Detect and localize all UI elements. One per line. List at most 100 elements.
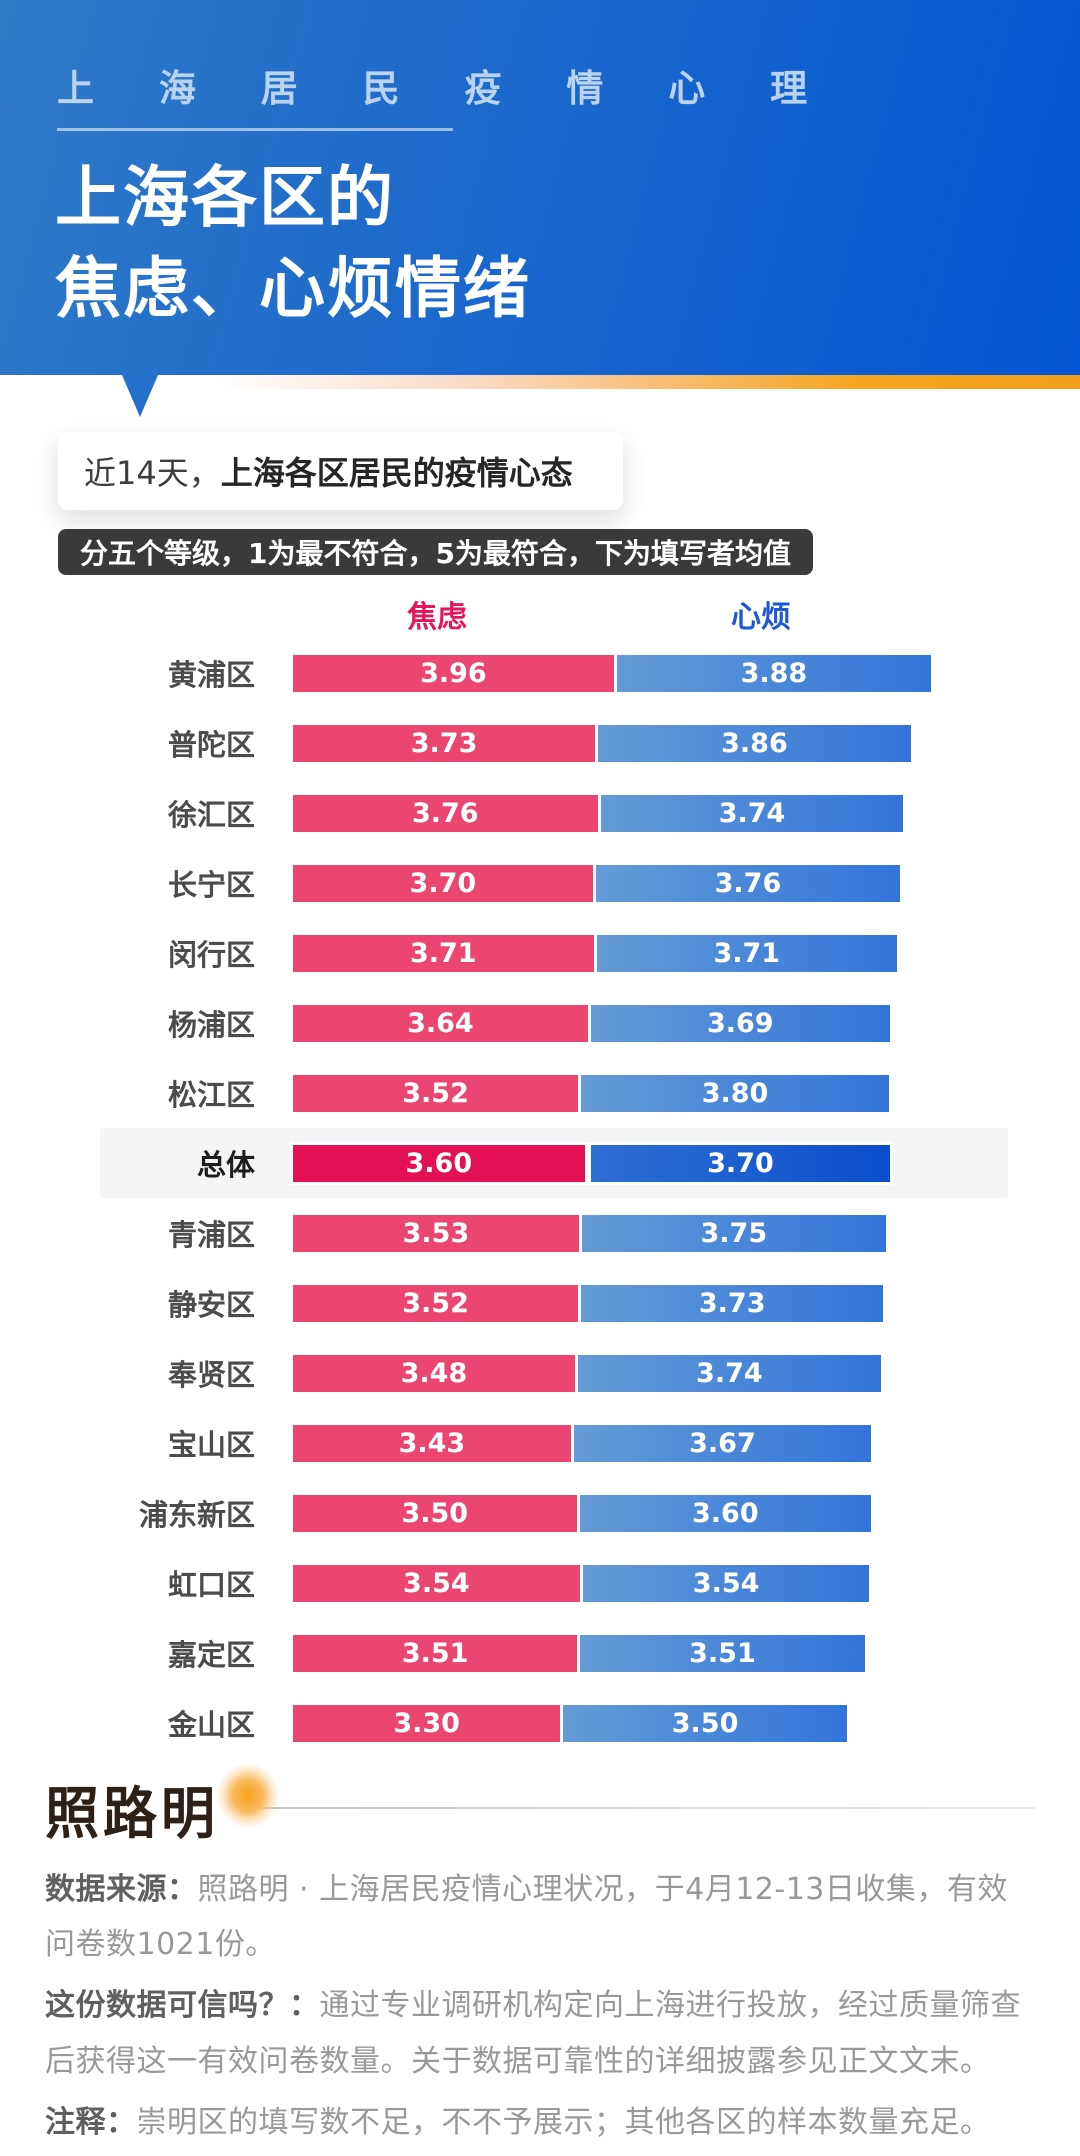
district-label: 虹口区 <box>167 1568 255 1602</box>
anxiety-bar: 3.52 <box>293 1074 579 1112</box>
annoyed-bar: 3.74 <box>577 1354 881 1392</box>
speech-bubble-tail <box>122 375 158 417</box>
bar-pair: 3.70 3.76 <box>293 864 901 902</box>
bar-pair: 3.52 3.73 <box>293 1284 884 1322</box>
anxiety-bar: 3.96 <box>293 654 614 692</box>
brand-divider-line <box>249 1807 1035 1809</box>
annoyed-value: 3.71 <box>713 937 781 969</box>
district-label: 宝山区 <box>167 1428 255 1462</box>
scale-explainer-badge: 分五个等级，1为最不符合，5为最符合，下为填写者均值 <box>58 529 813 575</box>
annoyed-bar: 3.71 <box>596 934 897 972</box>
table-row: 杨浦区 3.64 3.69 <box>100 988 1008 1058</box>
chart-legend: 焦虑 心烦 <box>0 592 1080 636</box>
annoyed-bar: 3.80 <box>581 1074 889 1112</box>
annoyed-bar: 3.67 <box>573 1424 872 1462</box>
remark-text: 崇明区的填写数不足，不不予展示；其他各区的样本数量充足。 <box>136 2104 991 2140</box>
district-label: 奉贤区 <box>167 1358 255 1392</box>
bar-pair: 3.73 3.86 <box>293 724 911 762</box>
anxiety-bar: 3.73 <box>293 724 596 762</box>
annoyed-bar: 3.54 <box>582 1564 870 1602</box>
district-label: 长宁区 <box>167 868 255 902</box>
table-row: 普陀区 3.73 3.86 <box>100 708 1008 778</box>
page-title-line2: 焦虑、心烦情绪 <box>55 250 531 328</box>
anxiety-bar: 3.60 <box>293 1144 585 1182</box>
chart-rows: 黄浦区 3.96 3.88 普陀区 3.73 3.86 徐汇区 3.76 3.7… <box>0 638 1080 1758</box>
legend-annoyed: 心烦 <box>731 600 791 635</box>
table-row: 静安区 3.52 3.73 <box>100 1268 1008 1338</box>
annoyed-bar: 3.75 <box>581 1214 886 1252</box>
table-row: 虹口区 3.54 3.54 <box>100 1548 1008 1618</box>
credibility-label: 这份数据可信吗？： <box>45 1988 320 2024</box>
table-row: 浦东新区 3.50 3.60 <box>100 1478 1008 1548</box>
anxiety-value: 3.60 <box>405 1147 473 1179</box>
anxiety-bar: 3.30 <box>293 1704 561 1742</box>
anxiety-bar: 3.54 <box>293 1564 580 1602</box>
district-label: 浦东新区 <box>138 1498 255 1532</box>
bar-pair: 3.52 3.80 <box>293 1074 889 1112</box>
annoyed-value: 3.75 <box>700 1217 768 1249</box>
bar-pair: 3.48 3.74 <box>293 1354 881 1392</box>
subtitle-bold: 上海各区居民的疫情心态 <box>220 454 573 492</box>
district-label: 金山区 <box>167 1708 255 1742</box>
credibility-text: 通过专业调研机构定向上海进行投放，经过质量筛查后获得这一有效问卷数量。关于数据可… <box>45 1988 1021 2079</box>
annoyed-value: 3.74 <box>696 1357 763 1389</box>
bar-pair: 3.30 3.50 <box>293 1704 847 1742</box>
anxiety-bar: 3.51 <box>293 1634 578 1672</box>
remark-note: 注释：崇明区的填写数不足，不不予展示；其他各区的样本数量充足。 <box>45 2095 1037 2150</box>
district-label: 青浦区 <box>167 1218 255 1252</box>
anxiety-value: 3.54 <box>403 1567 470 1599</box>
anxiety-value: 3.73 <box>410 727 478 759</box>
page-title-line1: 上海各区的 <box>55 159 395 236</box>
annoyed-value: 3.50 <box>671 1707 739 1739</box>
table-row: 黄浦区 3.96 3.88 <box>100 638 1008 708</box>
district-emotion-chart: 焦虑 心烦 黄浦区 3.96 3.88 普陀区 3.73 3.86 徐汇区 3.… <box>0 592 1080 1758</box>
subtitle-speech-bubble: 近14天，上海各区居民的疫情心态 <box>58 432 623 510</box>
table-row: 徐汇区 3.76 3.74 <box>100 778 1008 848</box>
annoyed-bar: 3.88 <box>616 654 932 692</box>
subtitle-prefix: 近14天， <box>84 454 221 492</box>
sun-glow-icon <box>217 1762 279 1828</box>
legend-anxiety: 焦虑 <box>407 600 467 635</box>
bar-pair: 3.50 3.60 <box>293 1494 872 1532</box>
annoyed-value: 3.60 <box>691 1497 759 1529</box>
orange-accent-strip <box>0 375 1080 389</box>
district-label: 静安区 <box>167 1288 255 1322</box>
table-row: 金山区 3.30 3.50 <box>100 1688 1008 1758</box>
bar-pair: 3.53 3.75 <box>293 1214 886 1252</box>
annoyed-bar: 3.74 <box>600 794 904 832</box>
anxiety-value: 3.64 <box>407 1007 474 1039</box>
anxiety-value: 3.76 <box>411 797 479 829</box>
district-label: 嘉定区 <box>167 1638 255 1672</box>
table-row: 青浦区 3.53 3.75 <box>100 1198 1008 1268</box>
annoyed-value: 3.70 <box>707 1147 774 1179</box>
annoyed-value: 3.51 <box>689 1637 756 1669</box>
district-label: 杨浦区 <box>167 1008 255 1042</box>
annoyed-value: 3.69 <box>706 1007 774 1039</box>
table-row: 闵行区 3.71 3.71 <box>100 918 1008 988</box>
brand-logo: 照路明 <box>45 1762 279 1849</box>
table-row: 宝山区 3.43 3.67 <box>100 1408 1008 1478</box>
anxiety-value: 3.96 <box>420 657 487 689</box>
table-row: 奉贤区 3.48 3.74 <box>100 1338 1008 1408</box>
annoyed-value: 3.73 <box>698 1287 766 1319</box>
header-banner: 上 海 居 民 疫 情 心 理 上海各区的 焦虑、心烦情绪 <box>0 0 1080 375</box>
district-label: 黄浦区 <box>167 658 255 692</box>
bar-pair: 3.54 3.54 <box>293 1564 870 1602</box>
district-label: 总体 <box>196 1148 255 1182</box>
annoyed-bar: 3.70 <box>590 1144 891 1182</box>
annoyed-value: 3.86 <box>721 727 788 759</box>
anxiety-value: 3.70 <box>409 867 477 899</box>
bar-pair: 3.96 3.88 <box>293 654 932 692</box>
annoyed-bar: 3.73 <box>581 1284 884 1322</box>
district-label: 徐汇区 <box>167 798 255 832</box>
bar-pair: 3.60 3.70 <box>293 1144 891 1182</box>
bar-pair: 3.76 3.74 <box>293 794 904 832</box>
brand-logo-text: 照路明 <box>45 1779 219 1846</box>
anxiety-value: 3.43 <box>398 1427 466 1459</box>
data-source-text: 照路明 · 上海居民疫情心理状况，于4月12-13日收集，有效问卷数1021份。 <box>45 1872 1008 1963</box>
anxiety-value: 3.52 <box>402 1287 469 1319</box>
anxiety-value: 3.71 <box>409 937 477 969</box>
annoyed-value: 3.88 <box>740 657 808 689</box>
series-eyebrow-title: 上 海 居 民 疫 情 心 理 <box>57 67 834 110</box>
brand-row: 照路明 <box>45 1762 1035 1846</box>
